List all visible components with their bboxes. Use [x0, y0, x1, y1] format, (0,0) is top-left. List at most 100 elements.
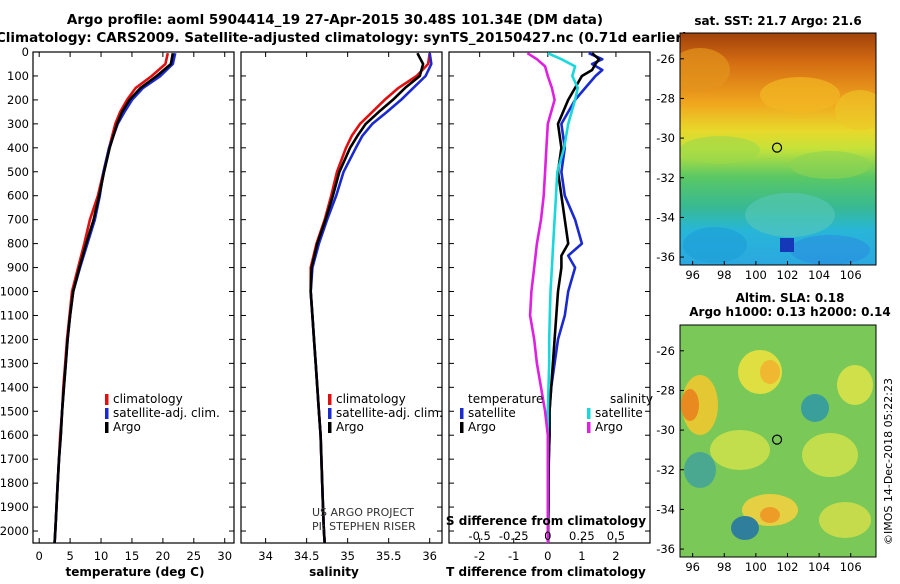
- legend-label: climatology: [113, 392, 183, 406]
- legend-title-salinity: salinity: [610, 392, 653, 406]
- series-group: [309, 52, 433, 543]
- legend-label: Argo: [336, 420, 364, 434]
- lat-tick-label: -36: [656, 250, 675, 264]
- legend-swatch: [460, 422, 464, 433]
- lon-tick-label: 106: [840, 268, 862, 282]
- lon-tick-label: 96: [685, 560, 700, 574]
- depth-tick-label: 1400: [0, 380, 29, 394]
- depth-tick-label: 1900: [0, 500, 29, 514]
- x-tick-label: 34: [258, 549, 273, 563]
- depth-tick-label: 600: [7, 189, 29, 203]
- lat-tick-label: -34: [656, 502, 675, 516]
- legend-swatch: [587, 422, 591, 433]
- lat-tick-label: -30: [656, 131, 675, 145]
- difference-panel: -2 -1 0 1 2-0.5 -0.25 0 0.25 0.5temperaturesatel…: [460, 52, 653, 563]
- legend-label: Argo: [113, 420, 141, 434]
- legend-swatch: [105, 422, 109, 433]
- series-line-temperature-argo: [546, 52, 601, 543]
- legend-swatch: [328, 394, 332, 405]
- sst-map-title: sat. SST: 21.7 Argo: 21.6: [694, 14, 861, 28]
- lon-tick-label: 106: [840, 560, 862, 574]
- difference-panel-frame: [448, 51, 651, 544]
- x-tick-label: -1: [508, 549, 519, 563]
- lat-tick-label: -30: [656, 423, 675, 437]
- depth-tick-label: 300: [7, 117, 29, 131]
- lon-tick-label: 96: [685, 268, 700, 282]
- x-tick-label: -2: [474, 549, 485, 563]
- difference-xlabel: T difference from climatology: [446, 565, 646, 579]
- depth-tick-label: 1500: [0, 404, 29, 418]
- x-tick-label: 25: [186, 549, 201, 563]
- legend-label: satellite: [595, 406, 643, 420]
- depth-tick-label: 1800: [0, 476, 29, 490]
- s-diff-tick-label: 0.25: [569, 529, 595, 543]
- depth-tick-label: 1600: [0, 428, 29, 442]
- depth-tick-label: 800: [7, 237, 29, 251]
- lat-tick-label: -32: [656, 463, 675, 477]
- depth-tick-label: 2000: [0, 524, 29, 538]
- s-difference-axis-label: S difference from climatology: [446, 514, 646, 528]
- s-diff-tick-label: -0.25: [499, 529, 529, 543]
- x-tick-label: 5: [66, 549, 73, 563]
- x-tick-label: 35: [340, 549, 355, 563]
- legend-swatch: [328, 408, 332, 419]
- depth-axis: 0 100 200 300 400 500 600 700 800 900 1000 1100 1200…: [0, 45, 650, 538]
- lon-tick-label: 104: [808, 560, 830, 574]
- lat-tick-label: -28: [656, 383, 675, 397]
- x-tick-label: 35.5: [376, 549, 402, 563]
- depth-tick-label: 1200: [0, 332, 29, 346]
- series-line-satellite-adj-clim-: [309, 53, 433, 543]
- x-tick-label: 15: [125, 549, 140, 563]
- legend-title-temperature: temperature: [468, 392, 543, 406]
- lat-tick-label: -28: [656, 91, 675, 105]
- sla-map-title-line1: Altim. SLA: 0.18: [736, 291, 845, 305]
- sst-map-image: [680, 33, 876, 265]
- lon-tick-label: 102: [777, 560, 799, 574]
- series-group: [526, 52, 604, 543]
- lat-tick-label: -26: [656, 52, 675, 66]
- series-group: [53, 52, 177, 543]
- figure-title-line2: Climatology: CARS2009. Satellite-adjuste…: [0, 30, 688, 46]
- salinity-panel-frame: [240, 51, 443, 544]
- legend-swatch: [587, 408, 591, 419]
- x-tick-label: 34.5: [294, 549, 320, 563]
- sla-map-title-line2: Argo h1000: 0.13 h2000: 0.14: [689, 305, 890, 319]
- float-position-marker: [771, 142, 783, 153]
- project-credit: US ARGO PROJECT: [312, 506, 414, 519]
- depth-tick-label: 200: [7, 93, 29, 107]
- x-tick-label: 20: [156, 549, 171, 563]
- salinity-xlabel: salinity: [309, 565, 359, 579]
- legend-swatch: [105, 394, 109, 405]
- sla-map-axes: 96 98 100 102 104 106 -26 -28 -30 -32 -34 -36: [656, 344, 861, 574]
- s-diff-tick-label: 0: [544, 529, 551, 543]
- legend-swatch: [460, 408, 464, 419]
- legend-swatch: [328, 422, 332, 433]
- legend-label: satellite-adj. clim.: [113, 406, 220, 420]
- x-tick-label: 1: [578, 549, 585, 563]
- legend-label: Argo: [595, 420, 623, 434]
- sla-map-image: [680, 325, 876, 557]
- x-tick-label: 0: [544, 549, 551, 563]
- series-line-salinity-argo: [526, 52, 556, 543]
- legend-label: climatology: [336, 392, 406, 406]
- x-tick-label: 30: [217, 549, 232, 563]
- lon-tick-label: 100: [745, 560, 767, 574]
- lat-tick-label: -32: [656, 171, 675, 185]
- sla-map-frame: [679, 324, 877, 558]
- depth-tick-label: 1700: [0, 452, 29, 466]
- sst-map-frame: [679, 32, 877, 266]
- lat-tick-label: -26: [656, 344, 675, 358]
- legend-label: satellite: [468, 406, 516, 420]
- depth-tick-label: 500: [7, 165, 29, 179]
- s-diff-tick-label: 0.5: [607, 529, 625, 543]
- pi-credit: PI: STEPHEN RISER: [312, 520, 416, 533]
- lon-tick-label: 98: [717, 560, 732, 574]
- imos-credit: ©IMOS 14-Dec-2018 05:22:23: [882, 378, 895, 545]
- x-tick-label: 0: [36, 549, 43, 563]
- temperature-panel-frame: [32, 51, 235, 544]
- depth-tick-label: 1300: [0, 356, 29, 370]
- legend-label: satellite-adj. clim.: [336, 406, 443, 420]
